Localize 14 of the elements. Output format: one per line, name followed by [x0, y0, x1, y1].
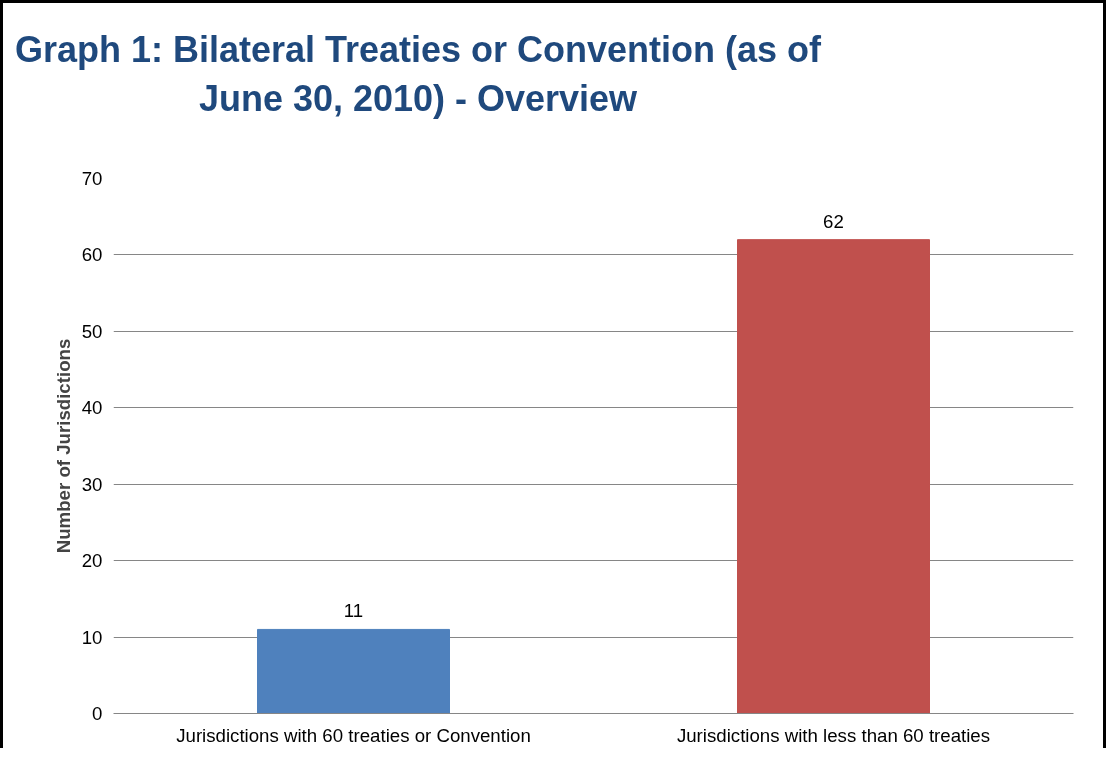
y-tick-label: 30	[81, 473, 103, 495]
y-tick-label: 50	[81, 320, 103, 342]
x-tick-label: Jurisdictions with 60 treaties or Convention	[176, 724, 531, 746]
y-tick-label: 40	[81, 397, 103, 419]
y-axis-title: Number of Jurisdictions	[52, 338, 74, 554]
x-tick-label: Jurisdictions with less than 60 treaties	[676, 724, 991, 746]
y-tick-label: 70	[81, 168, 103, 189]
y-tick-label: 60	[81, 244, 103, 266]
y-tick-label: 10	[81, 626, 103, 648]
data-label: 11	[343, 600, 364, 622]
y-tick-label: 0	[92, 703, 103, 724]
y-tick-label: 20	[81, 550, 103, 572]
data-label: 62	[823, 210, 844, 232]
chart-title: Graph 1: Bilateral Treaties or Convention (as of June 30, 2010) - Overview	[13, 28, 823, 121]
